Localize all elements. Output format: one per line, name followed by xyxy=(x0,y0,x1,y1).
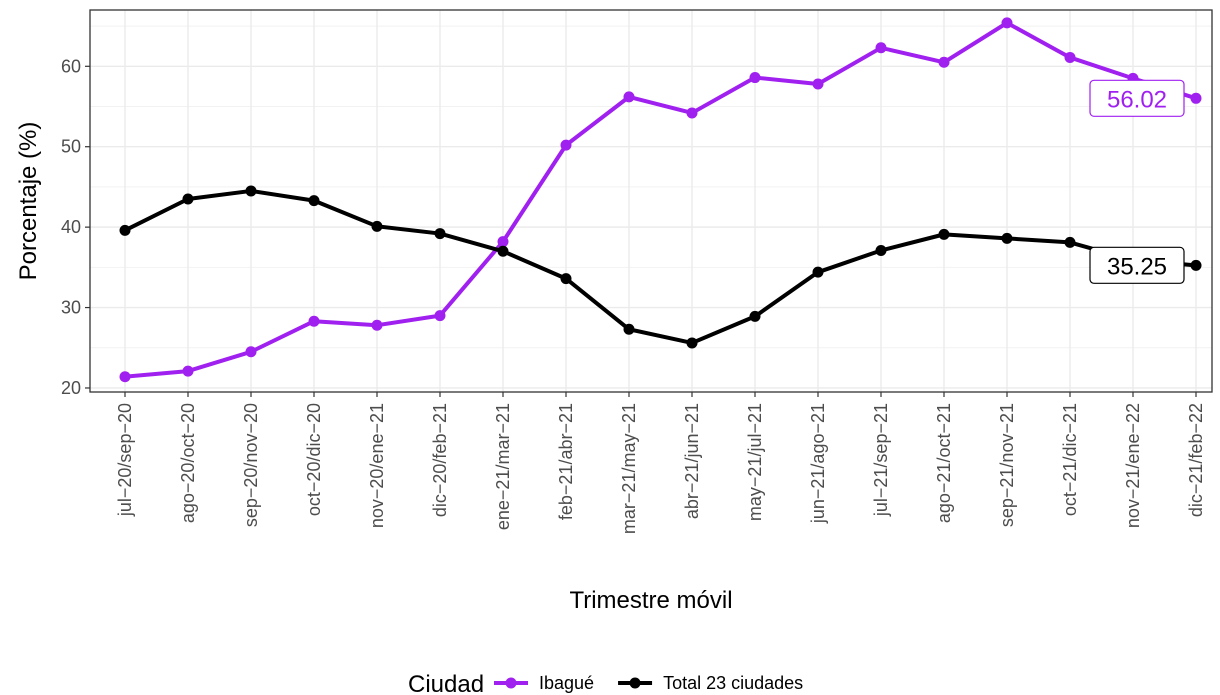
legend-item-label: Total 23 ciudades xyxy=(663,673,803,693)
data-point xyxy=(497,236,509,248)
x-tick-label: nov−21/ene−22 xyxy=(1123,403,1143,528)
data-point xyxy=(1064,236,1076,248)
data-point xyxy=(182,365,194,377)
data-point xyxy=(749,72,761,84)
data-point xyxy=(182,193,194,205)
x-tick-label: jun−21/ago−21 xyxy=(808,403,828,524)
end-label-box xyxy=(1089,79,1185,117)
series-line xyxy=(124,188,1197,345)
x-tick-label: dic−20/feb−21 xyxy=(430,403,450,517)
data-point xyxy=(686,107,698,119)
x-tick-label: ago−20/oct−20 xyxy=(178,403,198,523)
end-label-text: 35.25 xyxy=(1107,253,1167,280)
end-label-text: 56.02 xyxy=(1107,86,1167,113)
x-tick-label: sep−20/nov−20 xyxy=(241,403,261,527)
data-point xyxy=(371,319,383,331)
series-ibague xyxy=(119,17,1202,383)
x-tick-label: nov−20/ene−21 xyxy=(367,403,387,528)
data-point xyxy=(371,220,383,232)
end-labels: 56.02 35.25 xyxy=(1089,79,1185,284)
x-tick-label: sep−21/nov−21 xyxy=(997,403,1017,527)
legend-title: Ciudad xyxy=(408,671,484,695)
x-tick-label: ago−21/oct−21 xyxy=(934,403,954,523)
x-tick-label: ene−21/mar−21 xyxy=(493,403,513,530)
data-point xyxy=(434,310,446,322)
y-tick-label: 40 xyxy=(61,217,81,237)
plot-panel-border xyxy=(89,9,1213,393)
data-point xyxy=(119,371,131,383)
y-axis-title: Porcentaje (%) xyxy=(15,122,42,281)
data-point xyxy=(938,228,950,240)
y-tick-label: 60 xyxy=(61,56,81,76)
x-tick-label: may−21/jul−21 xyxy=(745,403,765,521)
data-point xyxy=(560,273,572,285)
end-label: 56.02 xyxy=(1089,79,1185,117)
x-tick-label: abr−21/jun−21 xyxy=(682,403,702,519)
y-tick-label: 20 xyxy=(61,378,81,398)
data-point xyxy=(245,346,257,358)
data-point xyxy=(875,42,887,54)
y-axis: 20 30 40 50 60 xyxy=(61,56,90,398)
x-tick-label: jul−21/sep−21 xyxy=(871,403,891,517)
end-label-box xyxy=(1089,246,1185,284)
y-tick-label: 30 xyxy=(61,298,81,318)
legend-item-label: Ibagué xyxy=(539,673,594,693)
data-point xyxy=(1064,51,1076,63)
end-label: 35.25 xyxy=(1089,246,1185,284)
data-point xyxy=(308,195,320,207)
x-tick-label: jul−20/sep−20 xyxy=(115,403,135,517)
data-point xyxy=(1190,92,1202,104)
data-point xyxy=(875,244,887,256)
data-point xyxy=(1190,259,1202,271)
data-point xyxy=(119,224,131,236)
series-lines xyxy=(119,17,1202,383)
x-axis-title: Trimestre móvil xyxy=(569,587,732,614)
legend-key-point xyxy=(505,677,517,689)
series-total-23-ciudades xyxy=(119,185,1202,349)
x-axis: jul−20/sep−20 ago−20/oct−20 sep−20/nov−20 o… xyxy=(115,392,1206,534)
data-point xyxy=(749,310,761,322)
data-point xyxy=(1001,17,1013,29)
data-point xyxy=(560,139,572,151)
x-tick-label: oct−20/dic−20 xyxy=(304,403,324,516)
series-line xyxy=(124,20,1197,379)
data-point xyxy=(686,337,698,349)
legend-key-point xyxy=(629,677,641,689)
x-tick-label: feb−21/abr−21 xyxy=(556,403,576,520)
data-point xyxy=(812,266,824,278)
data-point xyxy=(308,315,320,327)
data-point xyxy=(812,78,824,90)
data-point xyxy=(434,228,446,240)
y-tick-label: 50 xyxy=(61,137,81,157)
data-point xyxy=(623,323,635,335)
data-point xyxy=(245,185,257,197)
x-tick-label: mar−21/may−21 xyxy=(619,403,639,534)
x-tick-label: oct−21/dic−21 xyxy=(1060,403,1080,516)
data-point xyxy=(938,56,950,68)
x-tick-label: dic−21/feb−22 xyxy=(1186,403,1206,517)
legend: Ciudad Ibagué Total 23 ciudades xyxy=(408,671,803,695)
data-point xyxy=(623,91,635,103)
data-point xyxy=(1001,232,1013,244)
data-point xyxy=(497,245,509,257)
